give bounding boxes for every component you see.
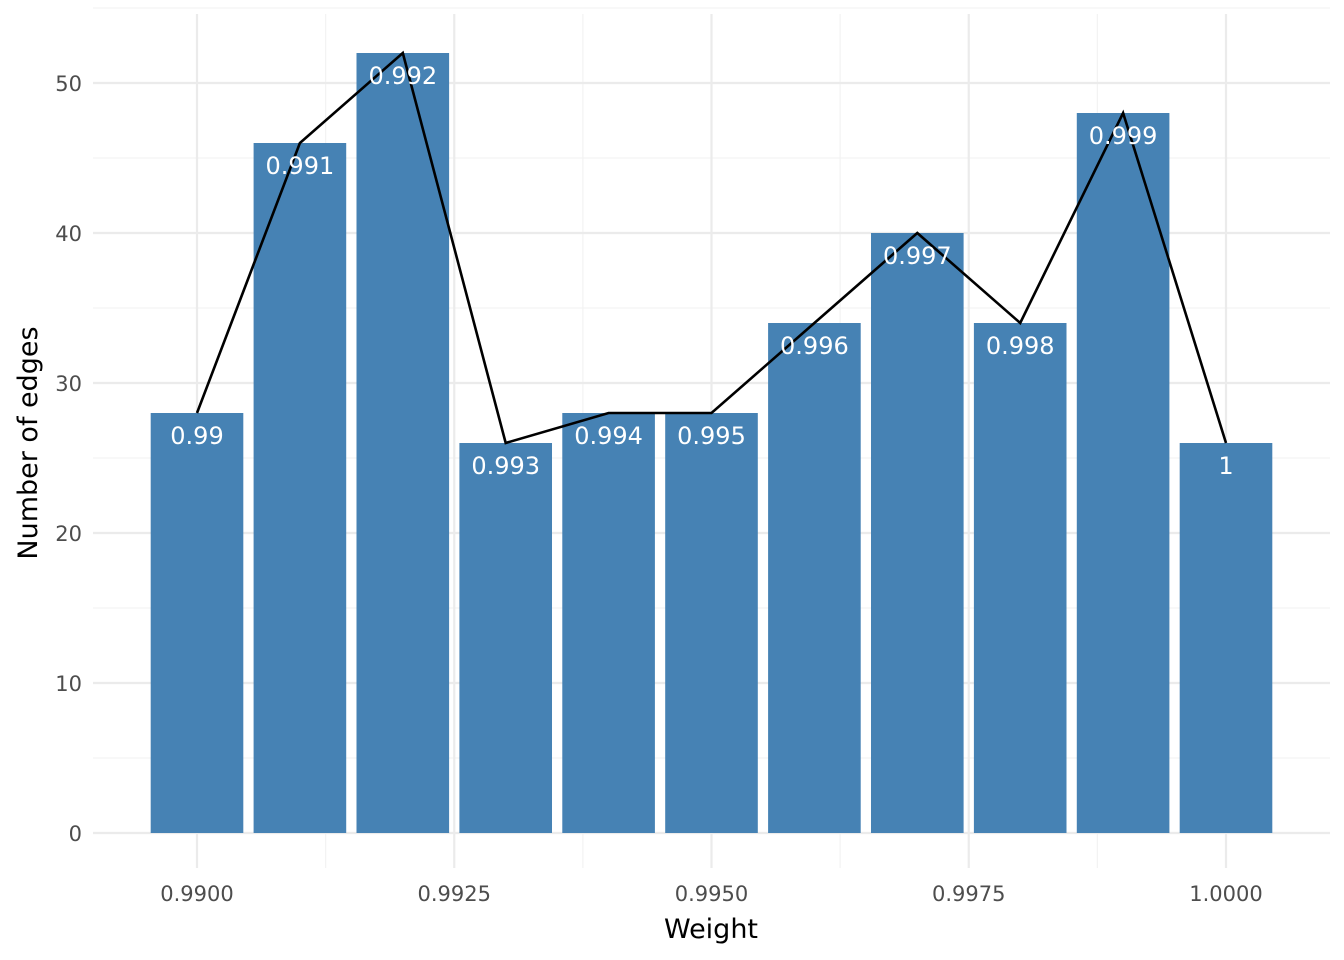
bar-label: 1 — [1218, 452, 1233, 480]
y-axis-title: Number of edges — [13, 326, 44, 559]
bar-label: 0.991 — [266, 152, 335, 180]
y-tick-label: 40 — [55, 222, 82, 246]
x-tick-label: 0.9925 — [418, 882, 491, 906]
bar — [253, 143, 347, 833]
y-tick-label: 0 — [69, 822, 82, 846]
x-tick-label: 0.9900 — [160, 882, 233, 906]
overlay-line — [195, 50, 1228, 445]
bar — [768, 323, 861, 833]
x-tick-label: 0.9975 — [932, 882, 1005, 906]
overlay-line-layer — [195, 50, 1228, 445]
bar-label: 0.993 — [471, 452, 540, 480]
y-tick-label: 50 — [55, 72, 82, 96]
bar-label: 0.995 — [677, 422, 746, 450]
bar-label: 0.996 — [780, 332, 849, 360]
bar-label: 0.997 — [883, 242, 952, 270]
bar — [1179, 443, 1273, 833]
bar — [973, 323, 1067, 833]
x-axis-title: Weight — [664, 914, 758, 945]
bar — [562, 413, 655, 833]
bar-label: 0.999 — [1089, 122, 1158, 150]
bar-label: 0.998 — [986, 332, 1055, 360]
x-tick-label: 1.0000 — [1189, 882, 1262, 906]
bar — [1076, 113, 1170, 833]
y-tick-label: 30 — [55, 372, 82, 396]
x-axis-ticks: 0.9900 0.9925 0.9950 0.9975 1.0000 — [160, 882, 1262, 906]
y-tick-label: 20 — [55, 522, 82, 546]
bar — [150, 413, 244, 833]
y-axis-ticks: 0 10 20 30 40 50 — [55, 72, 82, 846]
bars — [150, 53, 1273, 833]
bar-label: 0.992 — [368, 62, 437, 90]
bar — [356, 53, 450, 833]
bar — [870, 233, 964, 833]
bar-label: 0.99 — [170, 422, 223, 450]
y-tick-label: 10 — [55, 672, 82, 696]
bar-label: 0.994 — [574, 422, 643, 450]
x-tick-label: 0.9950 — [675, 882, 748, 906]
bar — [665, 413, 758, 833]
bar — [459, 443, 553, 833]
bar-labels: 0.99 0.991 0.992 0.993 0.994 0.995 0.996 0.997 0… — [170, 62, 1233, 480]
